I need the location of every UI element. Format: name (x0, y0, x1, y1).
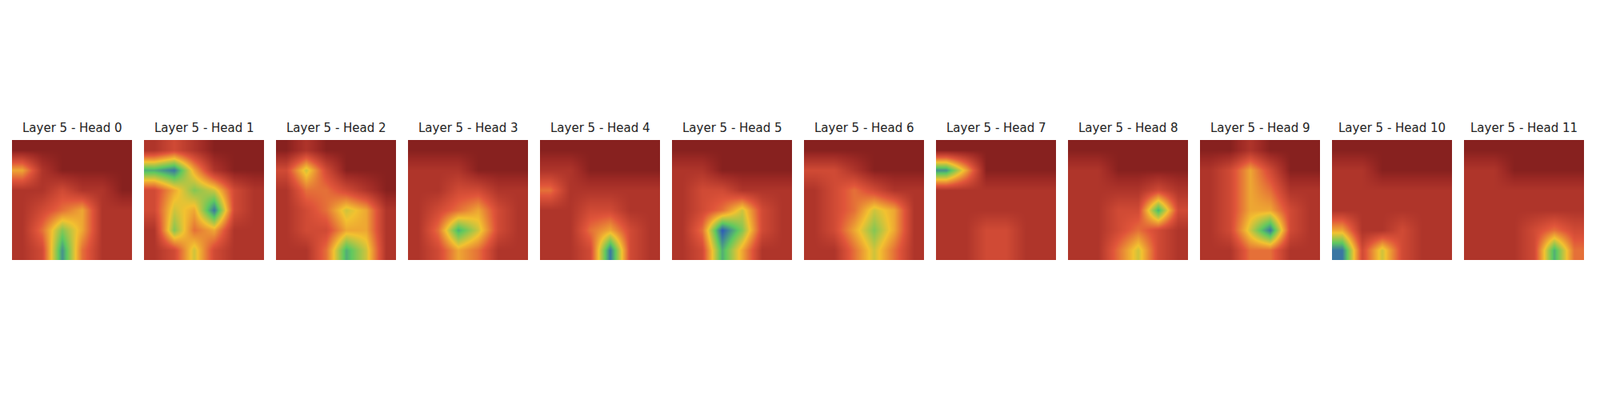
svg-text:Layer 5 - Head 11: Layer 5 - Head 11 (1470, 120, 1578, 136)
svg-text:Layer 5 - Head 4: Layer 5 - Head 4 (550, 120, 651, 136)
svg-text:Layer 5 - Head 9: Layer 5 - Head 9 (1210, 120, 1311, 136)
svg-text:Layer 5 - Head 2: Layer 5 - Head 2 (286, 120, 387, 136)
svg-text:Layer 5 - Head 5: Layer 5 - Head 5 (682, 120, 783, 136)
svg-text:Layer 5 - Head 0: Layer 5 - Head 0 (22, 120, 123, 136)
svg-text:Layer 5 - Head 1: Layer 5 - Head 1 (154, 120, 255, 136)
svg-text:Layer 5 - Head 7: Layer 5 - Head 7 (946, 120, 1047, 136)
svg-text:Layer 5 - Head 8: Layer 5 - Head 8 (1078, 120, 1179, 136)
svg-text:Layer 5 - Head 6: Layer 5 - Head 6 (814, 120, 915, 136)
svg-text:Layer 5 - Head 10: Layer 5 - Head 10 (1338, 120, 1446, 136)
svg-text:Layer 5 - Head 3: Layer 5 - Head 3 (418, 120, 519, 136)
